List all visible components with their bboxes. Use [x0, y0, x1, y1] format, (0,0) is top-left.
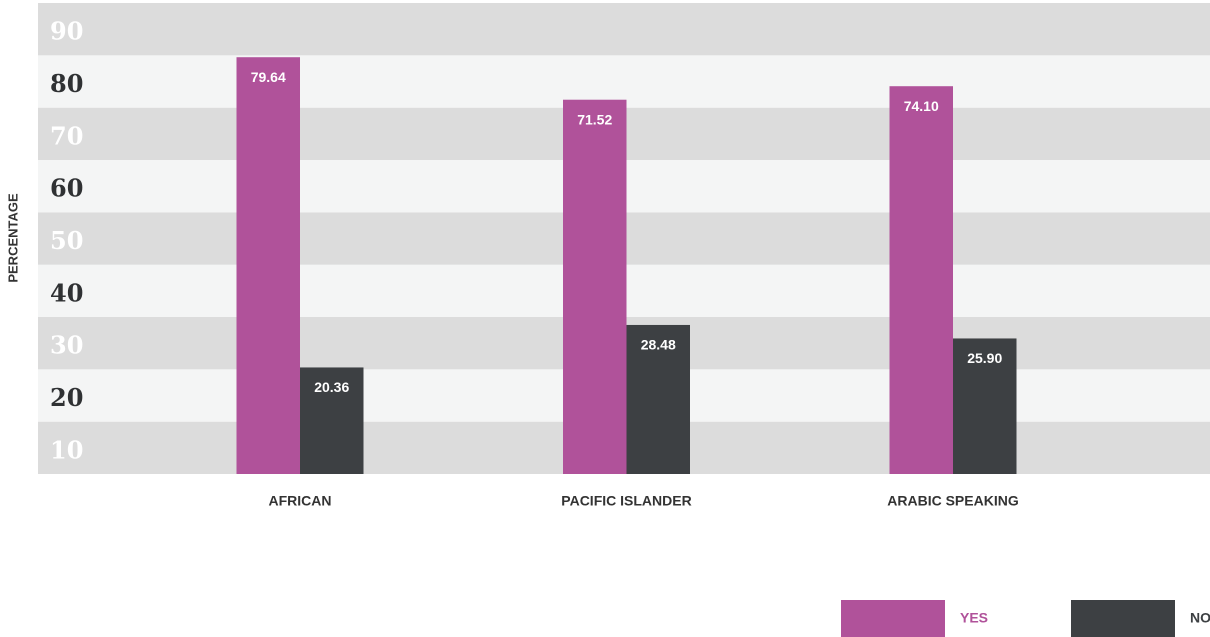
legend-label: NO: [1190, 610, 1210, 626]
y-tick-label: 10: [50, 435, 83, 464]
y-tick-label: 70: [50, 121, 83, 150]
value-label: 25.90: [967, 350, 1002, 366]
bar: [236, 57, 300, 474]
y-tick-label: 40: [50, 278, 83, 307]
y-axis-label: PERCENTAGE: [5, 193, 20, 283]
x-tick-label: PACIFIC ISLANDER: [561, 493, 691, 509]
x-tick-label: AFRICAN: [269, 493, 332, 509]
legend-swatch: [1071, 600, 1175, 637]
x-tick-label: ARABIC SPEAKING: [887, 493, 1019, 509]
y-tick-label: 50: [50, 226, 83, 255]
y-tick-label: 60: [50, 174, 83, 203]
legend-label: YES: [960, 610, 988, 626]
y-tick-label: 30: [50, 331, 83, 360]
value-label: 28.48: [641, 337, 676, 353]
y-tick-label: 20: [50, 383, 83, 412]
bar: [953, 338, 1017, 474]
bar: [563, 99, 627, 474]
value-label: 74.10: [904, 98, 939, 114]
bar: [300, 367, 364, 474]
y-tick-label: 90: [50, 17, 83, 46]
bar: [889, 86, 953, 475]
bar: [626, 324, 690, 474]
grid-band: [38, 55, 1210, 108]
value-label: 71.52: [577, 111, 612, 127]
grid-band: [38, 3, 1210, 56]
legend-swatch: [841, 600, 945, 637]
value-label: 20.36: [314, 379, 349, 395]
value-label: 79.64: [251, 69, 286, 85]
y-tick-label: 80: [50, 69, 83, 98]
